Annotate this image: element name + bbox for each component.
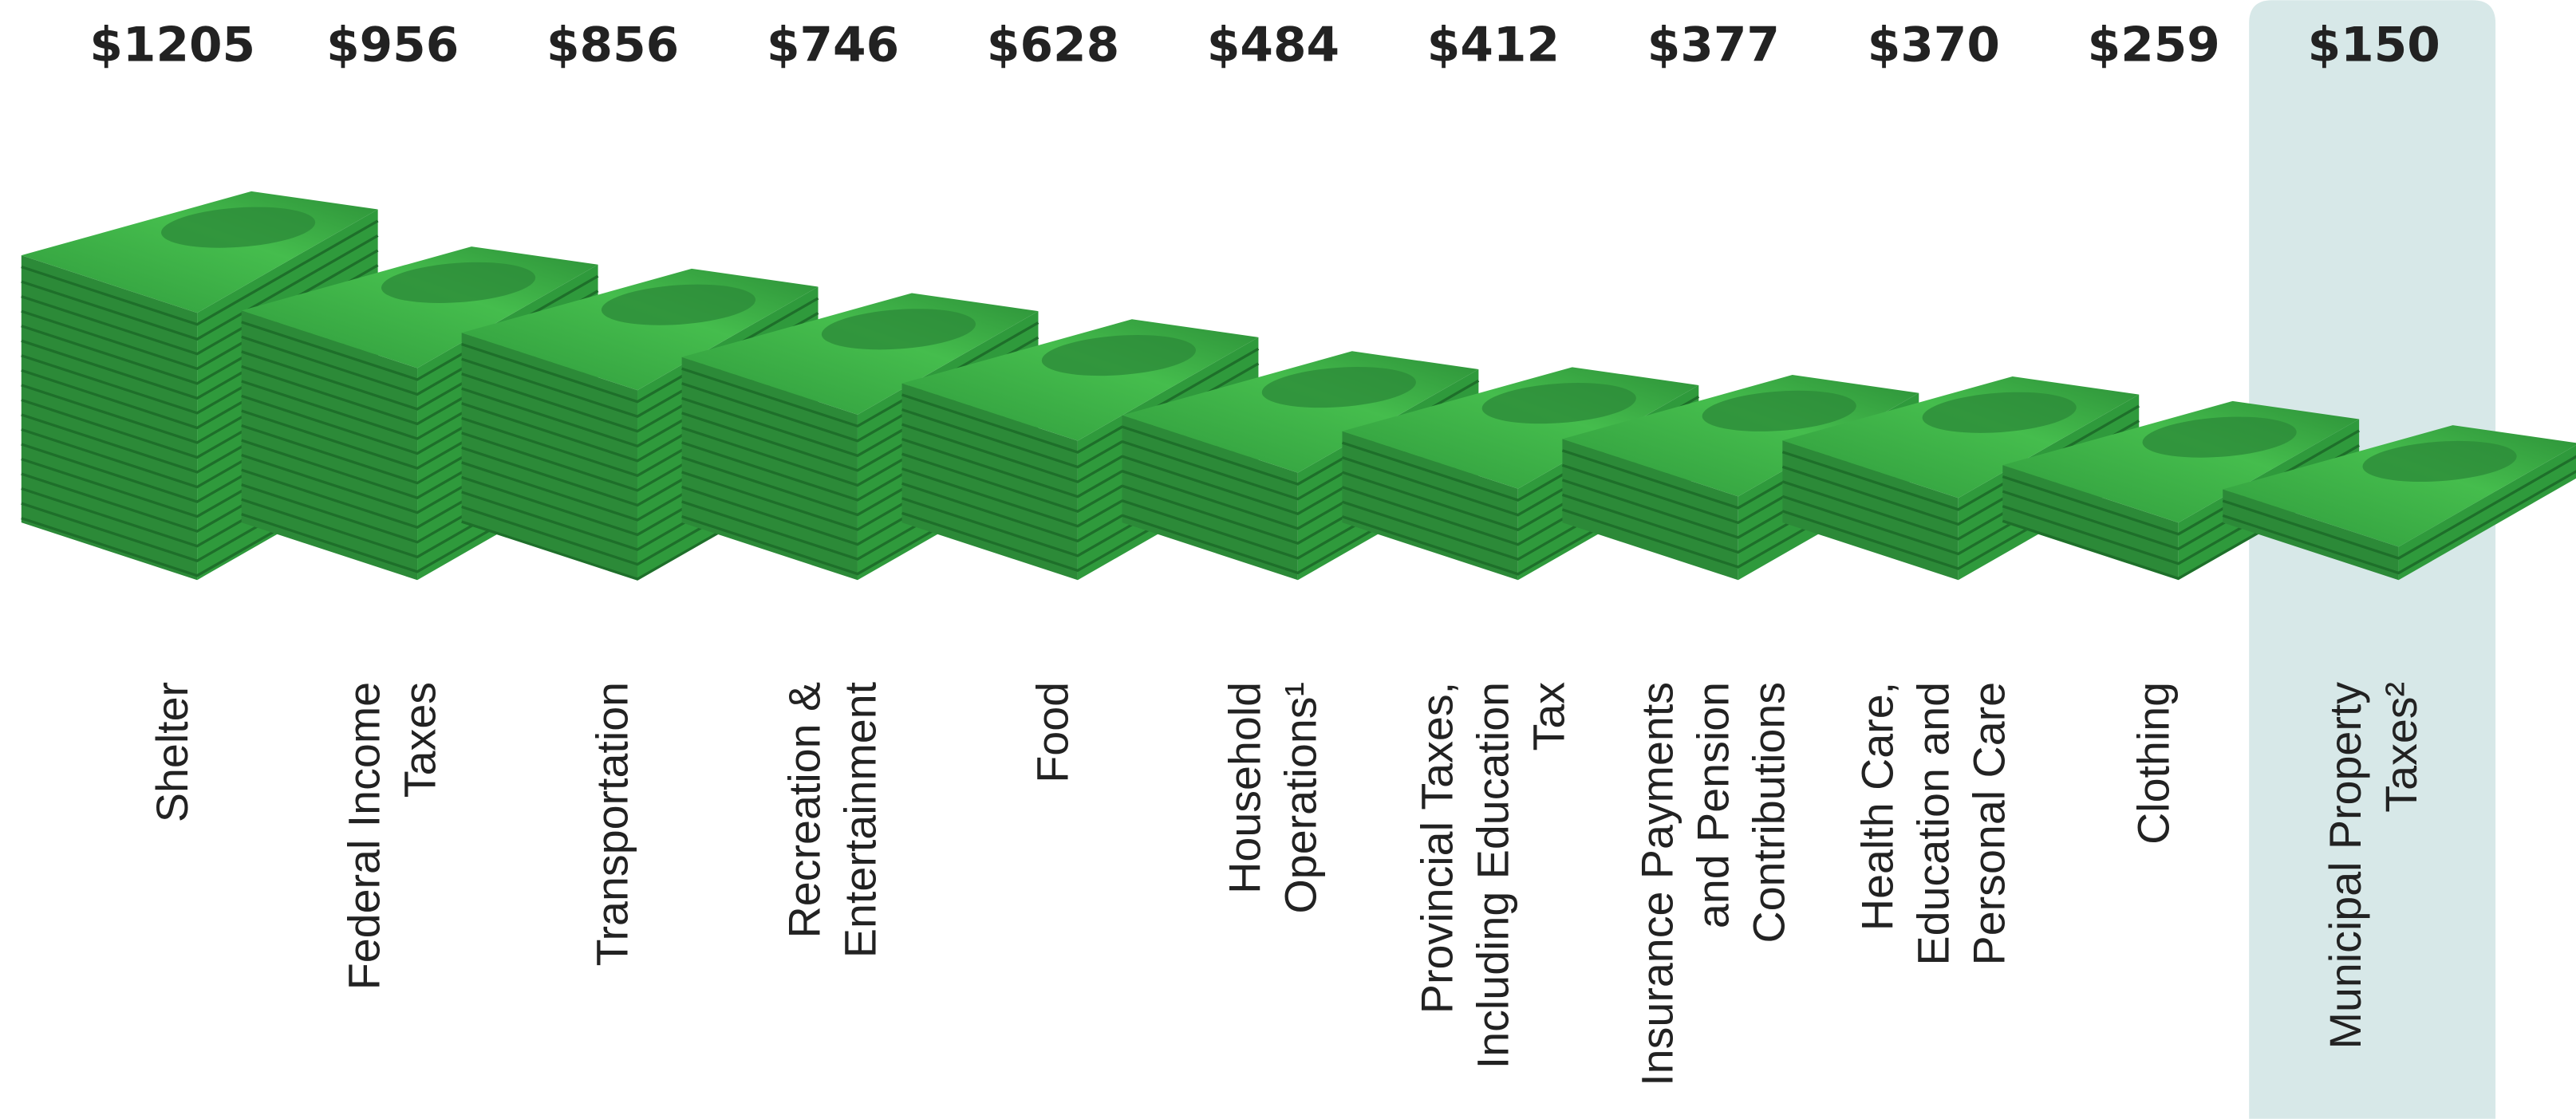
value-label: $484 <box>1207 18 1339 73</box>
category-label-box: Municipal Property Taxes² <box>2283 682 2464 1117</box>
value-label: $370 <box>1868 18 2000 73</box>
bill-seal <box>1702 390 1856 431</box>
bill-seal <box>821 309 976 350</box>
value-label: $259 <box>2088 18 2220 73</box>
stack-left-face <box>21 255 198 581</box>
value-label: $412 <box>1427 18 1560 73</box>
money-stack <box>2222 425 2576 581</box>
bill-edge <box>21 234 379 341</box>
category-label: Clothing <box>2128 681 2179 845</box>
category-label: Insurance Payments and Pension Contribut… <box>1632 681 1794 1086</box>
bill-seal <box>2142 416 2297 458</box>
stack-left-face <box>2002 465 2179 581</box>
bill-edge <box>2222 470 2576 575</box>
value-label: $856 <box>546 18 679 73</box>
bill-edge <box>21 219 379 326</box>
category-label-group: Federal Income Taxes <box>302 682 483 1117</box>
category-label-box: Household Operations¹ <box>1183 682 1364 1117</box>
category-label-box: Insurance Payments and Pension Contribut… <box>1623 682 1805 1117</box>
category-label-wrap: Federal Income Taxes <box>302 682 483 1117</box>
category-label-wrap: Municipal Property Taxes² <box>2283 682 2464 1117</box>
bill-edge <box>2002 429 2360 536</box>
stack-left-face <box>461 333 638 581</box>
bill-seal <box>161 207 316 248</box>
category-label-group: Transportation <box>523 682 704 1117</box>
value-label: $377 <box>1647 18 1780 73</box>
category-label-wrap: Clothing <box>2063 682 2244 1117</box>
bill-edge <box>241 274 599 381</box>
bill-edge <box>901 347 1260 454</box>
category-label-group: Shelter <box>82 682 263 1117</box>
category-label-box: Transportation <box>523 682 704 1117</box>
category-label-wrap: Recreation & Entertainment <box>743 682 924 1117</box>
category-label-group: Food <box>963 682 1144 1117</box>
category-label-wrap: Food <box>963 682 1144 1117</box>
bill-edge <box>1781 404 2140 511</box>
category-label-group: Recreation & Entertainment <box>743 682 924 1117</box>
bill-seal <box>381 262 536 303</box>
value-label: $956 <box>326 18 459 73</box>
category-label-box: Provincial Taxes, Including Education Ta… <box>1403 682 1584 1117</box>
category-label-box: Federal Income Taxes <box>302 682 483 1117</box>
category-label-wrap: Health Care, Education and Personal Care <box>1844 682 2025 1117</box>
category-label: Transportation <box>588 681 638 967</box>
value-label: $628 <box>987 18 1119 73</box>
category-label: Food <box>1028 681 1078 783</box>
category-label: Household Operations¹ <box>1221 681 1326 914</box>
category-label: Health Care, Education and Personal Care <box>1852 681 2014 966</box>
category-label-box: Health Care, Education and Personal Care <box>1844 682 2025 1117</box>
category-label-wrap: Insurance Payments and Pension Contribut… <box>1623 682 1805 1117</box>
bill-edge <box>21 249 379 356</box>
bill-seal <box>1261 367 1416 408</box>
category-label-group: Insurance Payments and Pension Contribut… <box>1623 682 1805 1117</box>
value-label: $150 <box>2308 18 2440 73</box>
category-label-box: Clothing <box>2063 682 2244 1117</box>
category-label-box: Recreation & Entertainment <box>743 682 924 1117</box>
category-label-group: Provincial Taxes, Including Education Ta… <box>1403 682 1584 1117</box>
category-label-group: Municipal Property Taxes² <box>2283 682 2464 1117</box>
value-label: $1205 <box>89 18 255 73</box>
bill-seal <box>1041 335 1196 376</box>
category-label: Municipal Property Taxes² <box>2321 681 2427 1050</box>
category-label-group: Household Operations¹ <box>1183 682 1364 1117</box>
category-label-wrap: Shelter <box>82 682 263 1117</box>
bill-seal <box>2362 440 2517 483</box>
stack-left-face <box>1342 431 1518 581</box>
category-label-wrap: Provincial Taxes, Including Education Ta… <box>1403 682 1584 1117</box>
value-label: $746 <box>767 18 899 73</box>
category-label: Recreation & Entertainment <box>780 681 886 959</box>
category-label-group: Health Care, Education and Personal Care <box>1844 682 2025 1117</box>
bill-seal <box>601 284 756 325</box>
category-label-wrap: Transportation <box>523 682 704 1117</box>
category-label: Federal Income Taxes <box>340 681 446 991</box>
category-label: Shelter <box>148 681 198 823</box>
category-label-box: Food <box>963 682 1144 1117</box>
bill-edge <box>2222 455 2576 560</box>
bill-seal <box>1481 383 1636 424</box>
bill-edge <box>681 321 1039 428</box>
bill-seal <box>1922 392 2077 433</box>
category-label-box: Shelter <box>82 682 263 1117</box>
bill-edge <box>461 297 819 404</box>
category-label-group: Clothing <box>2063 682 2244 1117</box>
category-label-wrap: Household Operations¹ <box>1183 682 1364 1117</box>
category-label: Provincial Taxes, Including Education Ta… <box>1413 681 1574 1070</box>
